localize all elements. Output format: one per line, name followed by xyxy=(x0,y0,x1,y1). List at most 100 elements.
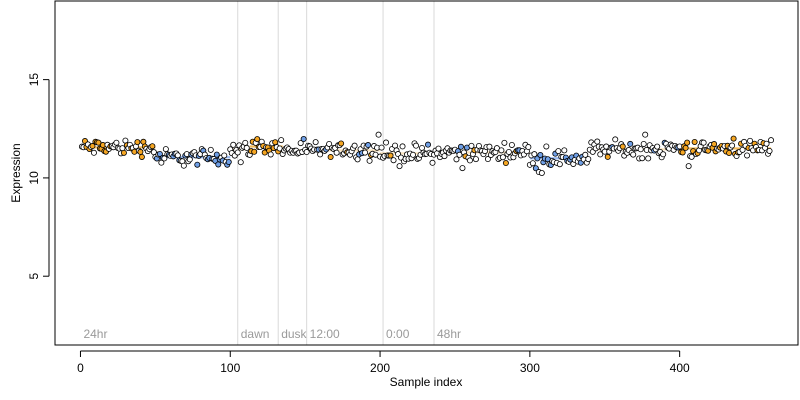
data-point xyxy=(459,165,466,172)
data-point xyxy=(498,147,505,154)
data-point xyxy=(300,136,307,143)
data-point xyxy=(744,152,751,159)
data-point xyxy=(387,152,394,159)
x-tick-label: 200 xyxy=(370,361,390,375)
data-point xyxy=(739,146,746,153)
data-point xyxy=(327,154,334,161)
data-point xyxy=(466,157,473,164)
data-point xyxy=(645,155,652,162)
data-point xyxy=(435,145,442,152)
data-point xyxy=(685,163,692,170)
data-point xyxy=(317,151,324,158)
data-point xyxy=(555,148,562,155)
phase-label-3: 12:00 xyxy=(310,327,340,341)
data-point xyxy=(501,139,508,146)
data-point xyxy=(691,138,698,145)
data-point xyxy=(365,142,372,149)
data-point xyxy=(543,143,550,150)
data-point xyxy=(267,151,274,158)
data-point xyxy=(505,148,512,155)
data-point xyxy=(399,143,406,150)
data-point xyxy=(174,152,181,159)
data-point xyxy=(429,159,436,166)
data-point xyxy=(278,137,285,144)
data-point xyxy=(502,160,509,167)
phase-label-5: 48hr xyxy=(437,327,461,341)
data-point xyxy=(225,159,232,166)
data-points xyxy=(78,131,775,176)
data-point xyxy=(113,139,120,146)
data-point xyxy=(424,141,431,148)
data-point xyxy=(729,142,736,149)
x-tick-label: 400 xyxy=(670,361,690,375)
data-point xyxy=(612,136,619,143)
data-point xyxy=(525,144,532,151)
data-point xyxy=(472,156,479,163)
data-point xyxy=(410,151,417,158)
data-point xyxy=(766,147,773,154)
data-point xyxy=(230,141,237,148)
data-point xyxy=(326,140,333,147)
data-point xyxy=(366,157,373,164)
data-point xyxy=(375,131,382,138)
data-point xyxy=(627,140,634,147)
data-point xyxy=(538,169,545,176)
x-axis: 0 100 200 300 400 xyxy=(77,350,690,375)
data-point xyxy=(95,139,102,146)
y-axis: 5 10 15 xyxy=(27,73,50,280)
data-point xyxy=(457,143,464,150)
data-point xyxy=(138,153,145,160)
data-point xyxy=(639,155,646,162)
data-point xyxy=(642,131,649,138)
data-point xyxy=(207,146,214,153)
data-point xyxy=(161,155,168,162)
data-point xyxy=(684,139,691,146)
data-point xyxy=(679,149,686,156)
x-axis-label: Sample index xyxy=(390,375,463,389)
y-tick-label: 15 xyxy=(27,73,41,87)
data-point xyxy=(654,143,661,150)
data-point xyxy=(137,148,144,155)
data-point xyxy=(213,151,220,158)
data-point xyxy=(333,149,340,156)
data-point xyxy=(194,161,201,168)
data-point xyxy=(529,160,536,167)
data-point xyxy=(390,157,397,164)
phase-label-2: dusk xyxy=(281,327,307,341)
data-point xyxy=(396,163,403,170)
data-point xyxy=(640,140,647,147)
data-point xyxy=(484,156,491,163)
data-point xyxy=(556,161,563,168)
data-point xyxy=(221,152,228,159)
data-point xyxy=(597,151,604,158)
data-point xyxy=(688,153,695,160)
data-point xyxy=(468,142,475,149)
data-point xyxy=(243,144,250,151)
data-point xyxy=(234,149,241,156)
data-point xyxy=(392,142,399,149)
data-point xyxy=(768,137,775,144)
data-point xyxy=(383,139,390,146)
data-point xyxy=(604,153,611,160)
data-point xyxy=(453,156,460,163)
data-point xyxy=(594,138,601,145)
data-point xyxy=(303,149,310,156)
x-tick-label: 300 xyxy=(520,361,540,375)
plot-frame xyxy=(54,0,799,346)
data-point xyxy=(254,136,261,143)
data-point xyxy=(531,151,538,158)
data-point xyxy=(312,139,319,146)
data-point xyxy=(726,149,733,156)
y-tick-label: 10 xyxy=(27,171,41,185)
data-point xyxy=(354,156,361,163)
phase-label-0: 24hr xyxy=(83,327,107,341)
data-point xyxy=(585,156,592,163)
data-point xyxy=(700,139,707,146)
data-point xyxy=(89,143,96,150)
data-point xyxy=(186,156,193,163)
data-point xyxy=(660,151,667,158)
data-point xyxy=(90,149,97,156)
data-point xyxy=(272,139,279,146)
y-tick-label: 5 xyxy=(27,273,41,280)
data-point xyxy=(413,142,420,149)
